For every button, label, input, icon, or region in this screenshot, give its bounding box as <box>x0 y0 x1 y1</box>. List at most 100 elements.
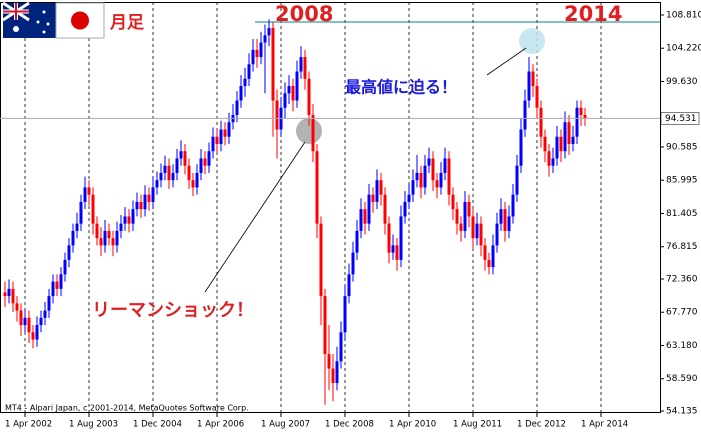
candle-body <box>499 209 503 224</box>
y-tick-label: 85.995 <box>666 176 698 186</box>
candle-body <box>487 259 491 268</box>
candle-body <box>75 223 79 231</box>
candle-body <box>379 180 383 195</box>
candle-body <box>467 201 471 217</box>
candle-body <box>443 158 447 173</box>
candle-body <box>3 292 7 297</box>
candle-body <box>547 151 551 166</box>
year-label: 2008 <box>275 2 333 26</box>
candle-body <box>59 274 63 289</box>
candle-body <box>299 57 303 72</box>
flag-star <box>36 20 40 24</box>
candle-body <box>167 165 171 181</box>
candle-body <box>275 100 279 130</box>
candle-body <box>567 122 571 144</box>
x-tick-label: 1 Aug 2011 <box>453 420 502 430</box>
x-tick-label: 1 Aug 2003 <box>69 420 118 430</box>
candle-body <box>11 288 15 304</box>
candle-body <box>451 194 455 210</box>
grid <box>24 2 602 413</box>
candle-body <box>83 187 87 202</box>
candle-body <box>419 172 423 188</box>
candle-body <box>463 201 467 231</box>
candle-body <box>263 35 267 43</box>
candle-body <box>347 274 351 297</box>
candle-body <box>555 136 559 159</box>
candle-body <box>135 201 139 210</box>
flag-star <box>42 10 46 14</box>
candle-body <box>479 223 483 246</box>
candle-body <box>99 238 103 246</box>
flag-star <box>46 22 50 26</box>
candle-body <box>215 136 219 144</box>
flag-sun <box>71 11 89 30</box>
candle-body <box>171 172 175 181</box>
candle-body <box>51 281 55 297</box>
lehman-note: リーマンショック！ <box>92 300 254 321</box>
candle-body <box>255 49 259 58</box>
candle-body <box>407 194 411 202</box>
candle-body <box>367 194 371 224</box>
current-price-label: 94.531 <box>665 114 697 124</box>
copyright: MT4 - Alpari Japan, c 2001-2014, MetaQuo… <box>5 404 249 413</box>
candle-body <box>155 180 159 188</box>
candle-body <box>103 230 107 246</box>
candle-body <box>583 114 587 119</box>
candle-body <box>79 201 83 224</box>
candle-body <box>563 122 567 152</box>
y-tick-label: 67.770 <box>666 308 698 318</box>
candle-body <box>119 223 123 231</box>
candle-body <box>243 78 247 87</box>
x-tick-label: 1 Aug 2007 <box>261 420 310 430</box>
y-tick-label: 63.180 <box>666 341 698 351</box>
candle-body <box>287 86 291 94</box>
y-tick-label: 90.585 <box>666 142 698 152</box>
candle-body <box>447 158 451 195</box>
x-tick-label: 1 Apr 2010 <box>389 420 436 430</box>
high-circle <box>519 28 545 54</box>
candle-body <box>355 230 359 253</box>
lehman-arrow <box>204 141 306 293</box>
candle-body <box>131 209 135 224</box>
candles <box>3 19 587 405</box>
candle-body <box>23 317 27 326</box>
candle-body <box>47 296 51 311</box>
high-arrow <box>486 47 527 76</box>
y-tick-label: 108.810 <box>666 10 701 20</box>
y-tick-label: 99.630 <box>666 77 698 87</box>
candle-body <box>115 230 119 246</box>
candle-body <box>403 201 407 217</box>
candle-body <box>539 107 543 137</box>
candle-body <box>43 310 47 318</box>
candle-body <box>191 180 195 188</box>
lehman-circle <box>296 118 322 144</box>
candle-body <box>575 107 579 137</box>
candle-body <box>331 368 335 384</box>
candle-body <box>383 194 387 224</box>
candle-body <box>491 245 495 268</box>
candle-body <box>95 223 99 239</box>
candle-body <box>391 245 395 253</box>
candle-body <box>495 223 499 246</box>
candle-body <box>291 86 295 101</box>
candle-body <box>579 107 583 115</box>
candle-body <box>187 165 191 181</box>
candle-body <box>459 223 463 231</box>
candle-body <box>543 136 547 152</box>
candle-body <box>295 71 299 101</box>
current-price-box <box>660 112 700 125</box>
candle-body <box>35 325 39 340</box>
candle-body <box>519 129 523 166</box>
candle-body <box>223 129 227 137</box>
y-tick-label: 104.220 <box>666 44 701 54</box>
candle-body <box>315 151 319 224</box>
year-label: 2014 <box>564 2 622 26</box>
candle-body <box>151 187 155 202</box>
candle-body <box>363 209 367 224</box>
candle-body <box>439 172 443 188</box>
x-tick-label: 1 Apr 2014 <box>581 420 628 430</box>
y-tick-label: 81.405 <box>666 209 698 219</box>
candle-body <box>427 158 431 166</box>
candle-body <box>507 216 511 231</box>
